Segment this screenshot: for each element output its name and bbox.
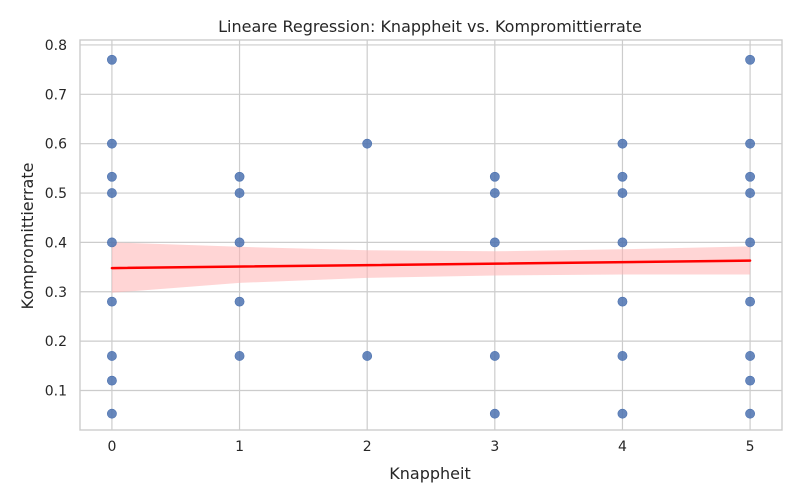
x-tick-label: 3 bbox=[490, 439, 499, 455]
data-point bbox=[489, 351, 500, 361]
x-tick-label: 5 bbox=[746, 439, 755, 455]
y-tick-label: 0.2 bbox=[45, 334, 67, 350]
data-point bbox=[107, 408, 117, 419]
data-point bbox=[234, 237, 245, 248]
data-point bbox=[745, 351, 755, 361]
data-point bbox=[107, 54, 117, 65]
data-point bbox=[107, 296, 117, 307]
data-point bbox=[617, 408, 628, 419]
data-point bbox=[107, 171, 117, 182]
y-axis-ticks: 0.1 0.2 0.3 0.4 0.5 0.6 0.7 0.8 bbox=[45, 38, 67, 400]
y-axis-label: Kompromittierrate bbox=[18, 163, 37, 310]
y-tick-label: 0.8 bbox=[45, 38, 67, 54]
data-point bbox=[745, 54, 755, 65]
y-tick-label: 0.4 bbox=[45, 235, 67, 251]
plot-frame bbox=[79, 39, 783, 431]
y-tick-label: 0.5 bbox=[45, 186, 67, 202]
data-point bbox=[745, 296, 755, 307]
y-tick-label: 0.7 bbox=[45, 87, 67, 103]
data-point bbox=[234, 296, 245, 307]
data-point bbox=[234, 171, 245, 182]
data-point bbox=[234, 351, 245, 361]
data-point bbox=[234, 188, 245, 198]
data-point bbox=[489, 408, 500, 419]
x-axis-ticks: 0 1 2 3 4 5 bbox=[107, 439, 754, 455]
data-point bbox=[745, 408, 755, 419]
data-point bbox=[362, 138, 373, 149]
data-point bbox=[745, 237, 755, 248]
data-point bbox=[362, 351, 373, 361]
grid bbox=[80, 40, 782, 430]
data-point bbox=[107, 237, 117, 248]
data-point bbox=[617, 188, 628, 198]
y-tick-label: 0.3 bbox=[45, 285, 67, 301]
y-tick-label: 0.6 bbox=[45, 137, 67, 153]
data-point bbox=[617, 171, 628, 182]
data-point bbox=[107, 138, 117, 149]
data-point bbox=[745, 188, 755, 198]
data-point bbox=[745, 375, 755, 386]
data-point bbox=[107, 351, 117, 361]
data-point bbox=[617, 351, 628, 361]
x-tick-label: 2 bbox=[363, 439, 372, 455]
x-tick-label: 0 bbox=[107, 439, 116, 455]
chart-title: Lineare Regression: Knappheit vs. Kompro… bbox=[218, 17, 642, 36]
data-point bbox=[745, 138, 755, 149]
data-point bbox=[745, 171, 755, 182]
regression-line-layer bbox=[110, 259, 752, 270]
regression-line bbox=[110, 259, 752, 270]
data-point bbox=[489, 171, 500, 182]
data-point bbox=[489, 188, 500, 198]
data-points bbox=[107, 54, 755, 419]
y-tick-label: 0.1 bbox=[45, 384, 67, 400]
data-point bbox=[107, 375, 117, 386]
x-axis-label: Knappheit bbox=[389, 464, 470, 483]
data-point bbox=[617, 237, 628, 248]
confidence-band bbox=[111, 242, 751, 293]
data-point bbox=[489, 237, 500, 248]
data-point bbox=[617, 138, 628, 149]
data-point bbox=[107, 188, 117, 198]
data-point bbox=[617, 296, 628, 307]
x-tick-label: 1 bbox=[235, 439, 244, 455]
confidence-band-layer bbox=[111, 242, 751, 293]
x-tick-label: 4 bbox=[618, 439, 627, 455]
